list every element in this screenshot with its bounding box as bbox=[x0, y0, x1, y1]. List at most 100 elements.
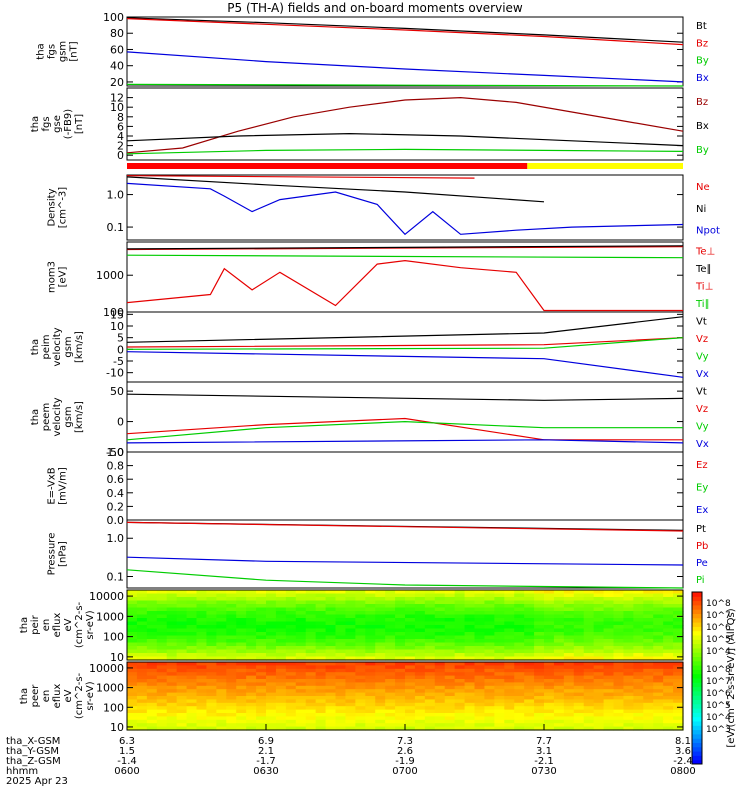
footer-value: -1.4 bbox=[117, 756, 137, 767]
spectrogram-cell bbox=[405, 699, 416, 704]
spectrogram-cell bbox=[275, 662, 287, 666]
spectrogram-cell bbox=[196, 607, 208, 612]
spectrogram-cell bbox=[266, 618, 277, 623]
spectrogram-cell bbox=[166, 621, 178, 626]
spectrogram-cell bbox=[385, 719, 396, 724]
spectrogram-cell bbox=[315, 590, 327, 595]
spectrogram-cell bbox=[573, 668, 585, 673]
spectrogram-cell bbox=[524, 696, 535, 700]
spectrogram-cell bbox=[166, 597, 178, 602]
spectrogram-cell bbox=[266, 653, 277, 658]
spectrogram-cell bbox=[136, 679, 148, 683]
spectrogram-cell bbox=[613, 692, 625, 697]
spectrogram-cell bbox=[504, 668, 515, 673]
spectrogram-cell bbox=[395, 713, 406, 717]
y-axis-label: [eV] bbox=[58, 267, 69, 288]
spectrogram-cell bbox=[514, 665, 525, 670]
spectrogram-cell bbox=[395, 679, 406, 683]
colorbar-cell bbox=[692, 647, 702, 653]
spectrogram-cell bbox=[484, 593, 495, 598]
spectrogram-cell bbox=[166, 675, 178, 680]
spectrogram-cell bbox=[544, 604, 555, 609]
spectrogram-cell bbox=[494, 604, 505, 609]
spectrogram-cell bbox=[256, 723, 267, 728]
spectrogram-cell bbox=[216, 713, 227, 717]
spectrogram-cell bbox=[206, 593, 217, 598]
spectrogram-cell bbox=[573, 604, 585, 609]
spectrogram-cell bbox=[673, 679, 684, 683]
spectrogram-cell bbox=[166, 646, 178, 651]
spectrogram-cell bbox=[484, 656, 495, 661]
spectrogram-cell bbox=[514, 621, 525, 626]
spectrogram-cell bbox=[385, 597, 396, 602]
spectrogram-cell bbox=[593, 672, 605, 677]
spectrogram-cell bbox=[623, 656, 634, 661]
spectrogram-cell bbox=[613, 706, 625, 711]
spectrogram-cell bbox=[643, 618, 654, 623]
y-axis-label: tha bbox=[36, 43, 47, 59]
spectrogram-cell bbox=[583, 635, 595, 640]
spectrogram-cell bbox=[474, 662, 486, 666]
y-axis-label: [nT] bbox=[74, 114, 85, 134]
spectrogram-cell bbox=[355, 607, 366, 612]
spectrogram-cell bbox=[494, 614, 505, 619]
spectrogram-cell bbox=[375, 635, 386, 640]
spectrogram-cell bbox=[335, 642, 347, 647]
spectrogram-cell bbox=[256, 709, 267, 714]
spectrogram-cell bbox=[603, 685, 615, 690]
spectrogram-cell bbox=[246, 621, 257, 626]
spectrogram-cell bbox=[136, 689, 148, 694]
spectrogram-cell bbox=[285, 713, 297, 717]
spectrogram-cell bbox=[653, 696, 664, 700]
spectrogram-cell bbox=[633, 611, 644, 616]
spectrogram-cell bbox=[544, 649, 555, 654]
panel-frame bbox=[126, 16, 684, 87]
y-tick-label: 40 bbox=[110, 60, 124, 73]
spectrogram-cell bbox=[663, 675, 674, 680]
spectrogram-cell bbox=[544, 646, 555, 651]
spectrogram-cell bbox=[246, 635, 257, 640]
spectrogram-cell bbox=[146, 632, 158, 637]
spectrogram-cell bbox=[395, 719, 406, 724]
spectrogram-cell bbox=[325, 614, 337, 619]
spectrogram-cell bbox=[206, 665, 217, 670]
y-tick-label: 10 bbox=[110, 320, 124, 333]
spectrogram-cell bbox=[196, 675, 208, 680]
spectrogram-cell bbox=[583, 726, 595, 731]
spectrogram-cell bbox=[444, 593, 456, 598]
spectrogram-cell bbox=[663, 618, 674, 623]
spectrogram-cell bbox=[166, 689, 178, 694]
spectrogram-cell bbox=[643, 604, 654, 609]
spectrogram-cell bbox=[494, 628, 505, 633]
y-tick-label: 100 bbox=[103, 11, 124, 24]
spectrogram-cell bbox=[593, 646, 605, 651]
spectrogram-cell bbox=[553, 668, 565, 673]
spectrogram-cell bbox=[464, 656, 476, 661]
spectrogram-cell bbox=[355, 628, 366, 633]
spectrogram-cell bbox=[136, 685, 148, 690]
spectrogram-cell bbox=[653, 685, 664, 690]
spectrogram-cell bbox=[474, 625, 486, 630]
spectrogram-cell bbox=[583, 665, 595, 670]
legend-label: Ti∥ bbox=[695, 299, 710, 310]
spectrogram-cell bbox=[494, 600, 505, 605]
spectrogram-cell bbox=[593, 642, 605, 647]
spectrogram-cell bbox=[563, 614, 575, 619]
spectrogram-cell bbox=[345, 607, 356, 612]
spectrogram-cell bbox=[444, 662, 456, 666]
spectrogram-cell bbox=[544, 625, 555, 630]
spectrogram-cell bbox=[266, 675, 277, 680]
legend-label: Vx bbox=[696, 369, 709, 380]
spectrogram-cell bbox=[256, 628, 267, 633]
colorbar-cell bbox=[692, 635, 702, 640]
spectrogram-cell bbox=[414, 662, 426, 666]
spectrogram-cell bbox=[295, 590, 307, 595]
spectrogram-cell bbox=[484, 646, 495, 651]
spectrogram-cell bbox=[216, 692, 227, 697]
spectrogram-cell bbox=[454, 685, 466, 690]
spectrogram-cell bbox=[275, 642, 287, 647]
spectrogram-cell bbox=[673, 672, 684, 677]
spectrogram-cell bbox=[335, 685, 347, 690]
spectrogram-cell bbox=[434, 696, 446, 700]
spectrogram-cell bbox=[444, 719, 456, 724]
